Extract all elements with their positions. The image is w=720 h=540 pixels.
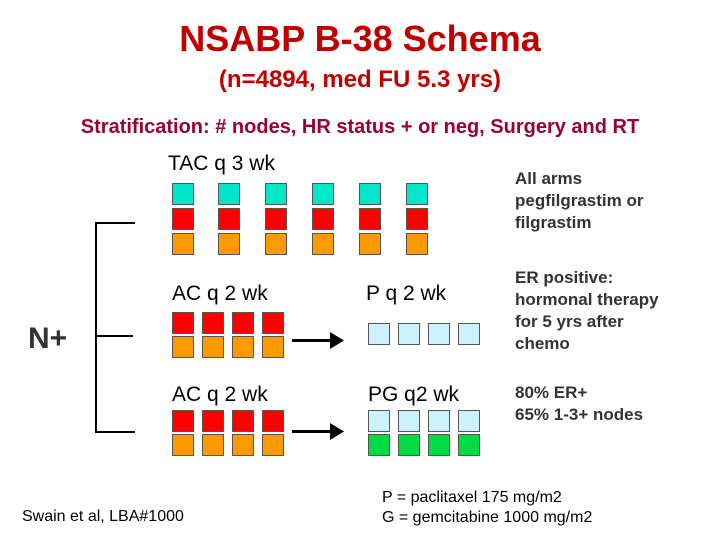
ac-block-anthracycline: [262, 410, 284, 432]
tac-block-taxane: [218, 183, 240, 205]
note-growth-factor: All arms pegfilgrastim or filgrastim: [515, 168, 643, 234]
tac-block-cyclophosphamide: [218, 233, 240, 255]
tac-block-cyclophosphamide: [172, 233, 194, 255]
paclitaxel-block: [428, 323, 450, 345]
tac-block-cyclophosphamide: [359, 233, 381, 255]
paclitaxel-block: [458, 323, 480, 345]
slide-subtitle: (n=4894, med FU 5.3 yrs): [218, 66, 502, 93]
ac-block-cyclophosphamide: [232, 434, 254, 456]
paclitaxel-block: [398, 323, 420, 345]
stratification-text: Stratification: # nodes, HR status + or …: [80, 116, 640, 138]
sequence-arrow-shaft: [292, 339, 332, 342]
ac-block-cyclophosphamide: [172, 336, 194, 358]
bracket-stem: [95, 335, 133, 337]
ac-block-anthracycline: [202, 312, 224, 334]
ac-block-cyclophosphamide: [172, 434, 194, 456]
ac-block-cyclophosphamide: [262, 434, 284, 456]
ac-block-cyclophosphamide: [232, 336, 254, 358]
gemcitabine-block: [368, 434, 390, 456]
drug-legend: P = paclitaxel 175 mg/m2 G = gemcitabine…: [382, 488, 592, 528]
tac-block-taxane: [359, 183, 381, 205]
ac-block-anthracycline: [172, 410, 194, 432]
bracket-top: [95, 222, 135, 224]
tac-block-anthracycline: [406, 208, 428, 230]
note-line: for 5 yrs after: [515, 312, 624, 331]
note-line: chemo: [515, 334, 570, 353]
note-line: 80% ER+: [515, 383, 588, 402]
tac-block-taxane: [312, 183, 334, 205]
tac-block-anthracycline: [265, 208, 287, 230]
reference-citation: Swain et al, LBA#1000: [22, 508, 184, 525]
paclitaxel-block: [398, 410, 420, 432]
tac-block-cyclophosphamide: [265, 233, 287, 255]
tac-block-cyclophosphamide: [312, 233, 334, 255]
note-hormonal-therapy: ER positive: hormonal therapy for 5 yrs …: [515, 267, 659, 355]
legend-gemcitabine: G = gemcitabine 1000 mg/m2: [382, 509, 593, 526]
bracket-bottom: [95, 431, 135, 433]
tac-block-taxane: [172, 183, 194, 205]
arm-label-pg: PG q2 wk: [368, 383, 460, 406]
arm-label-tac: TAC q 3 wk: [168, 152, 275, 175]
ac-block-cyclophosphamide: [202, 434, 224, 456]
ac-block-anthracycline: [172, 312, 194, 334]
tac-block-cyclophosphamide: [406, 233, 428, 255]
note-line: pegfilgrastim or: [515, 191, 644, 210]
ac-block-anthracycline: [232, 410, 254, 432]
paclitaxel-block: [458, 410, 480, 432]
tac-block-taxane: [406, 183, 428, 205]
legend-paclitaxel: P = paclitaxel 175 mg/m2: [382, 489, 562, 506]
gemcitabine-block: [398, 434, 420, 456]
paclitaxel-block: [368, 410, 390, 432]
tac-block-taxane: [265, 183, 287, 205]
note-line: All arms: [515, 169, 583, 188]
tac-block-anthracycline: [172, 208, 194, 230]
gemcitabine-block: [458, 434, 480, 456]
note-line: hormonal therapy: [515, 290, 659, 309]
paclitaxel-block: [368, 323, 390, 345]
node-positive-label: N+: [28, 322, 68, 355]
note-line: ER positive:: [515, 268, 614, 287]
arm-label-p: P q 2 wk: [366, 282, 447, 305]
ac-block-cyclophosphamide: [202, 336, 224, 358]
arm-label-ac-2: AC q 2 wk: [172, 383, 268, 406]
slide-title: NSABP B-38 Schema: [179, 18, 541, 59]
gemcitabine-block: [428, 434, 450, 456]
note-line: filgrastim: [515, 213, 592, 232]
note-line: 65% 1-3+ nodes: [515, 405, 644, 424]
ac-block-cyclophosphamide: [262, 336, 284, 358]
paclitaxel-block: [428, 410, 450, 432]
sequence-arrow-head-icon: [330, 332, 344, 349]
note-population: 80% ER+ 65% 1-3+ nodes: [515, 382, 643, 426]
tac-block-anthracycline: [218, 208, 240, 230]
arm-label-ac-1: AC q 2 wk: [172, 282, 268, 305]
ac-block-anthracycline: [232, 312, 254, 334]
tac-block-anthracycline: [312, 208, 334, 230]
sequence-arrow-shaft: [292, 430, 332, 433]
ac-block-anthracycline: [202, 410, 224, 432]
bracket-vertical: [95, 222, 97, 432]
ac-block-anthracycline: [262, 312, 284, 334]
sequence-arrow-head-icon: [330, 423, 344, 440]
tac-block-anthracycline: [359, 208, 381, 230]
